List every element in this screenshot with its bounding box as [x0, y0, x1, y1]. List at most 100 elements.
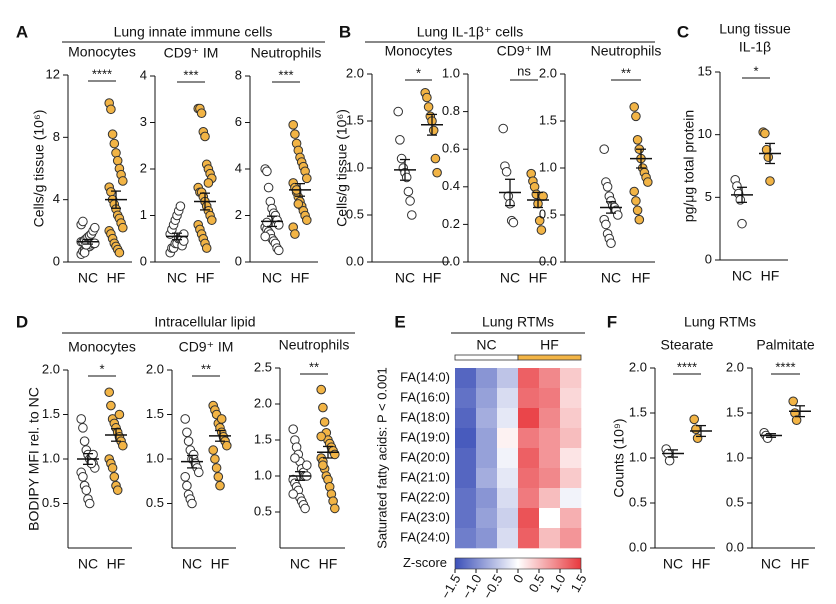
y-tick-label: 1.0	[539, 159, 557, 174]
y-tick-label: 8	[53, 129, 60, 144]
y-tick-label: 1.5	[629, 404, 647, 419]
data-point	[319, 417, 330, 427]
heatmap-cell	[455, 388, 477, 409]
data-point	[79, 247, 90, 258]
data-point	[631, 196, 641, 206]
x-tick-label: NC	[732, 268, 752, 284]
colorbar	[454, 557, 582, 570]
row-label: FA(18:0)	[400, 409, 450, 424]
colorbar-tick-label: 1.5	[568, 572, 590, 595]
data-point	[207, 215, 217, 225]
data-point	[203, 178, 214, 188]
section-title: IL-1β	[739, 39, 771, 55]
data-point	[76, 414, 86, 424]
data-point	[538, 191, 548, 201]
data-point	[118, 440, 128, 451]
y-tick-label: 1.0	[42, 450, 60, 465]
significance: ****	[677, 359, 697, 374]
heatmap-cell	[539, 528, 561, 549]
data-point	[602, 182, 613, 192]
panel-letter: C	[677, 22, 689, 41]
heatmap-cell	[455, 428, 477, 449]
data-point	[318, 402, 328, 413]
section-title: Lung RTMs	[684, 314, 756, 330]
y-axis-label: BODIPY MFI rel. to NC	[26, 387, 42, 531]
heatmap-cell	[497, 428, 519, 449]
heatmap-cell	[476, 468, 498, 489]
data-point	[765, 176, 775, 186]
y-tick-label: 2.0	[254, 395, 272, 410]
heatmap-cell	[518, 408, 540, 429]
y-tick-label: 0	[140, 253, 147, 268]
heatmap-cell	[518, 368, 540, 389]
data-point	[118, 176, 128, 186]
data-point	[632, 205, 643, 216]
data-point	[629, 186, 640, 197]
y-tick-label: 2.5	[254, 359, 272, 374]
heatmap-cell	[497, 408, 519, 429]
data-point	[788, 396, 799, 407]
y-tick-label: 0	[705, 251, 712, 266]
data-point	[613, 210, 623, 220]
data-point	[175, 201, 186, 211]
data-point	[606, 238, 616, 248]
y-tick-label: 0.0	[629, 539, 647, 554]
y-tick-label: 2	[235, 207, 242, 222]
colorbar-tick-label: −0.5	[480, 572, 506, 602]
y-tick-label: 0.6	[442, 141, 460, 156]
data-point	[180, 472, 190, 482]
data-point	[501, 166, 512, 177]
significance: **	[201, 361, 211, 376]
data-point	[290, 229, 300, 239]
x-tick-label: NC	[78, 270, 98, 286]
data-point	[422, 92, 432, 103]
data-point	[302, 215, 312, 225]
colorbar-tick-label: 1.0	[547, 572, 569, 595]
data-point	[763, 152, 774, 163]
subplot-title: Neutrophils	[279, 337, 350, 353]
y-axis-label: Cells/g tissue (10⁶)	[31, 110, 47, 228]
x-tick-label: HF	[423, 270, 442, 286]
y-tick-label: 0.5	[539, 206, 557, 221]
y-tick-label: 0	[53, 253, 60, 268]
heatmap-cell	[560, 508, 582, 529]
heatmap-cell	[518, 388, 540, 409]
data-point	[396, 153, 407, 164]
x-tick-label: NC	[262, 270, 282, 286]
heatmap-cell	[497, 388, 519, 409]
y-tick-label: 0.2	[442, 216, 460, 231]
heatmap-cell	[518, 448, 540, 469]
colorbar-label: Z-score	[403, 555, 447, 570]
x-tick-label: NC	[167, 270, 187, 286]
data-point	[187, 498, 197, 509]
y-tick-label: 1.5	[146, 406, 164, 421]
y-tick-label: 10	[698, 126, 712, 141]
colorbar-tick-label: 0.5	[526, 572, 548, 595]
data-point	[90, 238, 100, 249]
y-tick-label: 1.5	[726, 404, 744, 419]
data-point	[405, 196, 415, 206]
panel-letter: A	[16, 22, 28, 41]
heatmap-cell	[539, 408, 561, 429]
x-tick-label: HF	[761, 268, 780, 284]
subplot-title: CD9⁺ IM	[164, 45, 219, 61]
y-tick-label: 1.0	[629, 449, 647, 464]
data-point	[81, 485, 92, 495]
data-point	[274, 245, 284, 256]
data-point	[498, 123, 509, 134]
group-bar	[454, 354, 519, 361]
heatmap-cell	[497, 528, 519, 549]
y-tick-label: 4	[140, 67, 147, 82]
y-tick-label: 0.4	[442, 178, 460, 193]
heatmap-cell	[539, 368, 561, 389]
data-point	[182, 427, 192, 438]
heatmap-cell	[455, 408, 477, 429]
y-tick-label: 12	[46, 66, 60, 81]
data-point	[423, 102, 434, 112]
heatmap-cell	[560, 448, 582, 469]
y-tick-label: 5	[705, 189, 712, 204]
data-point	[318, 460, 328, 471]
data-point	[288, 424, 299, 435]
heatmap-cell	[518, 488, 540, 509]
heatmap-cell	[497, 468, 519, 489]
